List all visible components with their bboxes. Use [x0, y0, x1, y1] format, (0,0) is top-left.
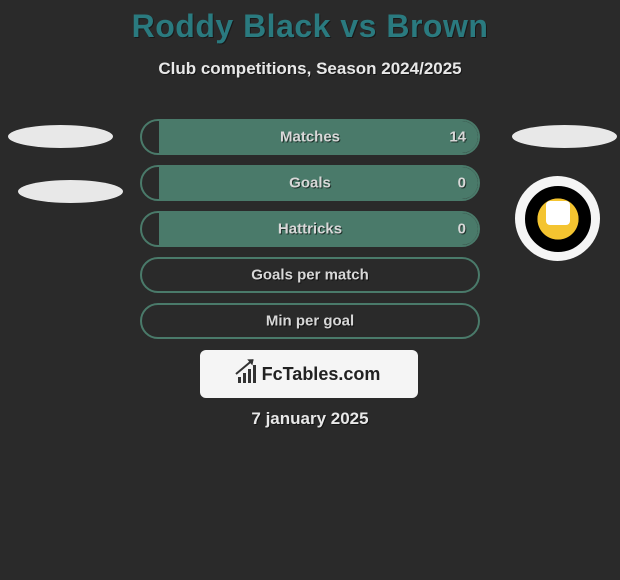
player-avatar-left-1 [8, 125, 113, 148]
club-badge-icon [525, 186, 591, 252]
stat-value-right: 14 [449, 129, 466, 146]
stat-label: Min per goal [266, 313, 354, 330]
stat-row: Min per goal [140, 303, 480, 339]
brand-text: FcTables.com [262, 364, 381, 385]
stat-row: Goals 0 [140, 165, 480, 201]
page-title: Roddy Black vs Brown [0, 0, 620, 45]
stat-row: Goals per match [140, 257, 480, 293]
brand-box[interactable]: FcTables.com [200, 350, 418, 398]
stat-label: Hattricks [278, 221, 342, 238]
stat-label: Goals [289, 175, 331, 192]
stat-row: Matches 14 [140, 119, 480, 155]
stat-row: Hattricks 0 [140, 211, 480, 247]
stat-value-right: 0 [458, 175, 466, 192]
stat-value-right: 0 [458, 221, 466, 238]
date-text: 7 january 2025 [0, 409, 620, 429]
player-avatar-left-2 [18, 180, 123, 203]
brand-chart-icon [238, 365, 256, 383]
stats-container: Matches 14 Goals 0 Hattricks 0 Goals per match… [140, 119, 480, 349]
stat-label: Goals per match [251, 267, 369, 284]
player-avatar-right-1 [512, 125, 617, 148]
stat-label: Matches [280, 129, 340, 146]
subtitle: Club competitions, Season 2024/2025 [0, 59, 620, 79]
club-badge-right [515, 176, 600, 261]
